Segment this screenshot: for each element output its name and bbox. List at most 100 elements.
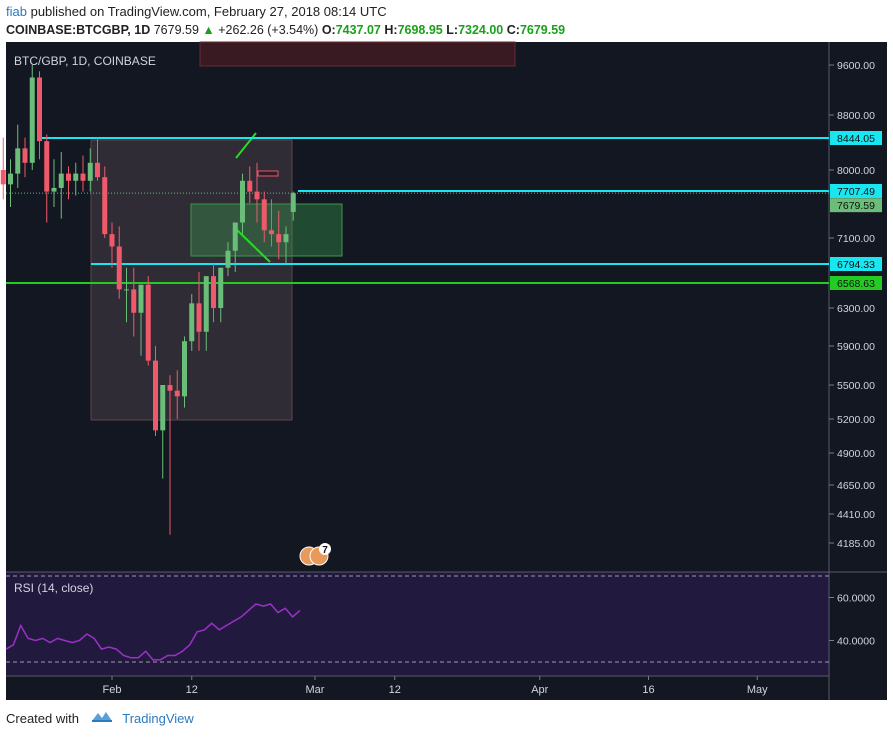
candle-body [37, 77, 42, 142]
time-tick-label: May [747, 684, 768, 696]
candle-body [66, 173, 71, 181]
candle-body [15, 148, 21, 174]
candle-body [44, 141, 50, 192]
candle-body [131, 289, 137, 313]
rsi-line [5, 603, 301, 661]
event-count-bubble [319, 543, 331, 555]
change-value: +262.26 (+3.54%) [218, 23, 319, 37]
candle-body [29, 77, 35, 163]
candle-body [51, 187, 57, 192]
time-tick-label: Mar [306, 684, 325, 696]
price-tick-label: 7100.00 [837, 233, 875, 245]
candle-body [254, 191, 260, 200]
level-price-label: 6794.33 [837, 259, 875, 271]
candle-body [102, 177, 108, 235]
rsi-indicator: 60.0000 40.0000 [5, 575, 875, 663]
candle-body [109, 234, 115, 247]
close-value: 7679.59 [519, 23, 566, 37]
time-axis-bg [6, 676, 829, 700]
low-label: L: [446, 23, 459, 37]
candle-body [116, 246, 122, 290]
candle-body [283, 234, 289, 243]
price-tick-label: 8000.00 [837, 165, 875, 177]
trend-line-lower[interactable] [235, 228, 271, 263]
candle-body [167, 385, 173, 391]
low-value: 7324.00 [458, 23, 504, 37]
candle-body [276, 234, 282, 243]
symbol-label: COINBASE:BTCGBP, 1D [6, 23, 151, 37]
level-price-label: 7707.49 [837, 186, 875, 198]
candle-body [87, 162, 93, 181]
publish-info: fiab published on TradingView.com, Febru… [6, 3, 387, 21]
candle-body [189, 303, 195, 342]
last-price-tag [830, 198, 882, 213]
level-price-tag [830, 257, 882, 271]
ohlc-bar: COINBASE:BTCGBP, 1D 7679.59 ▲ +262.26 (+… [6, 21, 565, 39]
candle-body [174, 390, 180, 397]
time-tick-label: Feb [103, 684, 122, 696]
author-link[interactable]: fiab [6, 4, 27, 19]
price-tick-label: 9600.00 [837, 60, 875, 72]
drop-range-box[interactable] [90, 139, 293, 421]
rsi-tick-label: 60.0000 [837, 593, 875, 605]
candle-body [160, 385, 166, 431]
candle-body [153, 360, 158, 431]
price-tick-label: 4185.00 [837, 538, 875, 550]
price-tick-label: 8800.00 [837, 110, 875, 122]
footer: Created with TradingView [6, 709, 194, 729]
candle-body [196, 303, 202, 332]
candle-body [95, 162, 100, 178]
candle-body [22, 148, 28, 163]
publish-text: published on TradingView.com, February 2… [30, 4, 387, 19]
time-axis: Feb 12 Mar 12 Apr 16 May [103, 676, 768, 696]
level-price-label: 8444.05 [837, 133, 875, 145]
event-badge[interactable]: 7 [299, 543, 331, 566]
level-price-tag [830, 184, 882, 198]
price-tick-label: 4410.00 [837, 509, 875, 521]
price-tick-label: 4650.00 [837, 480, 875, 492]
candle-body [145, 284, 151, 361]
last-price: 7679.59 [153, 23, 199, 37]
candle-body [182, 341, 187, 397]
last-price-label: 7679.59 [837, 200, 875, 212]
price-axis-bg [829, 42, 887, 700]
price-marker-small[interactable] [257, 170, 279, 177]
level-lines[interactable]: 8444.05 7707.49 6794.33 6568.63 7679.59 [6, 131, 882, 290]
candle-body [269, 230, 274, 235]
rsi-pane-bg [6, 572, 829, 676]
event-count: 7 [322, 545, 328, 556]
tradingview-link[interactable]: TradingView [122, 711, 194, 726]
time-tick-label: 12 [186, 684, 198, 696]
price-axis: 9600.00 8800.00 8000.00 7100.00 6300.00 5900.… [829, 60, 875, 550]
level-price-label: 6568.63 [837, 278, 875, 290]
time-tick-label: 12 [389, 684, 401, 696]
candle-body [261, 199, 267, 231]
candle-body [218, 267, 224, 308]
chart-canvas[interactable]: BTC/GBP, 1D, COINBASE RSI (14, close) 96… [0, 0, 893, 705]
high-value: 7698.95 [397, 23, 443, 37]
level-price-tag [830, 276, 882, 290]
candle-body [80, 173, 86, 181]
chart-title: BTC/GBP, 1D, COINBASE [14, 54, 156, 68]
candle-body [203, 276, 209, 332]
price-tick-label: 5900.00 [837, 341, 875, 353]
candle-body [211, 276, 216, 308]
rsi-tick-label: 40.0000 [837, 636, 875, 648]
price-tick-label: 5500.00 [837, 380, 875, 392]
candle-body [58, 173, 64, 188]
price-tick-label: 6300.00 [837, 303, 875, 315]
candle-body [138, 284, 144, 313]
price-tick-label: 5200.00 [837, 414, 875, 426]
candle-body [232, 222, 238, 251]
close-label: C: [506, 23, 520, 37]
top-supply-box[interactable] [199, 41, 516, 67]
created-with-text: Created with [6, 711, 79, 726]
level-price-tag [830, 131, 882, 145]
candle-body [225, 250, 231, 268]
tradingview-logo-icon[interactable] [91, 710, 113, 730]
change-up-icon: ▲ [202, 23, 215, 37]
candle-body [73, 173, 79, 181]
time-tick-label: 16 [642, 684, 654, 696]
candle-body [290, 193, 296, 212]
candle-body [124, 289, 129, 291]
